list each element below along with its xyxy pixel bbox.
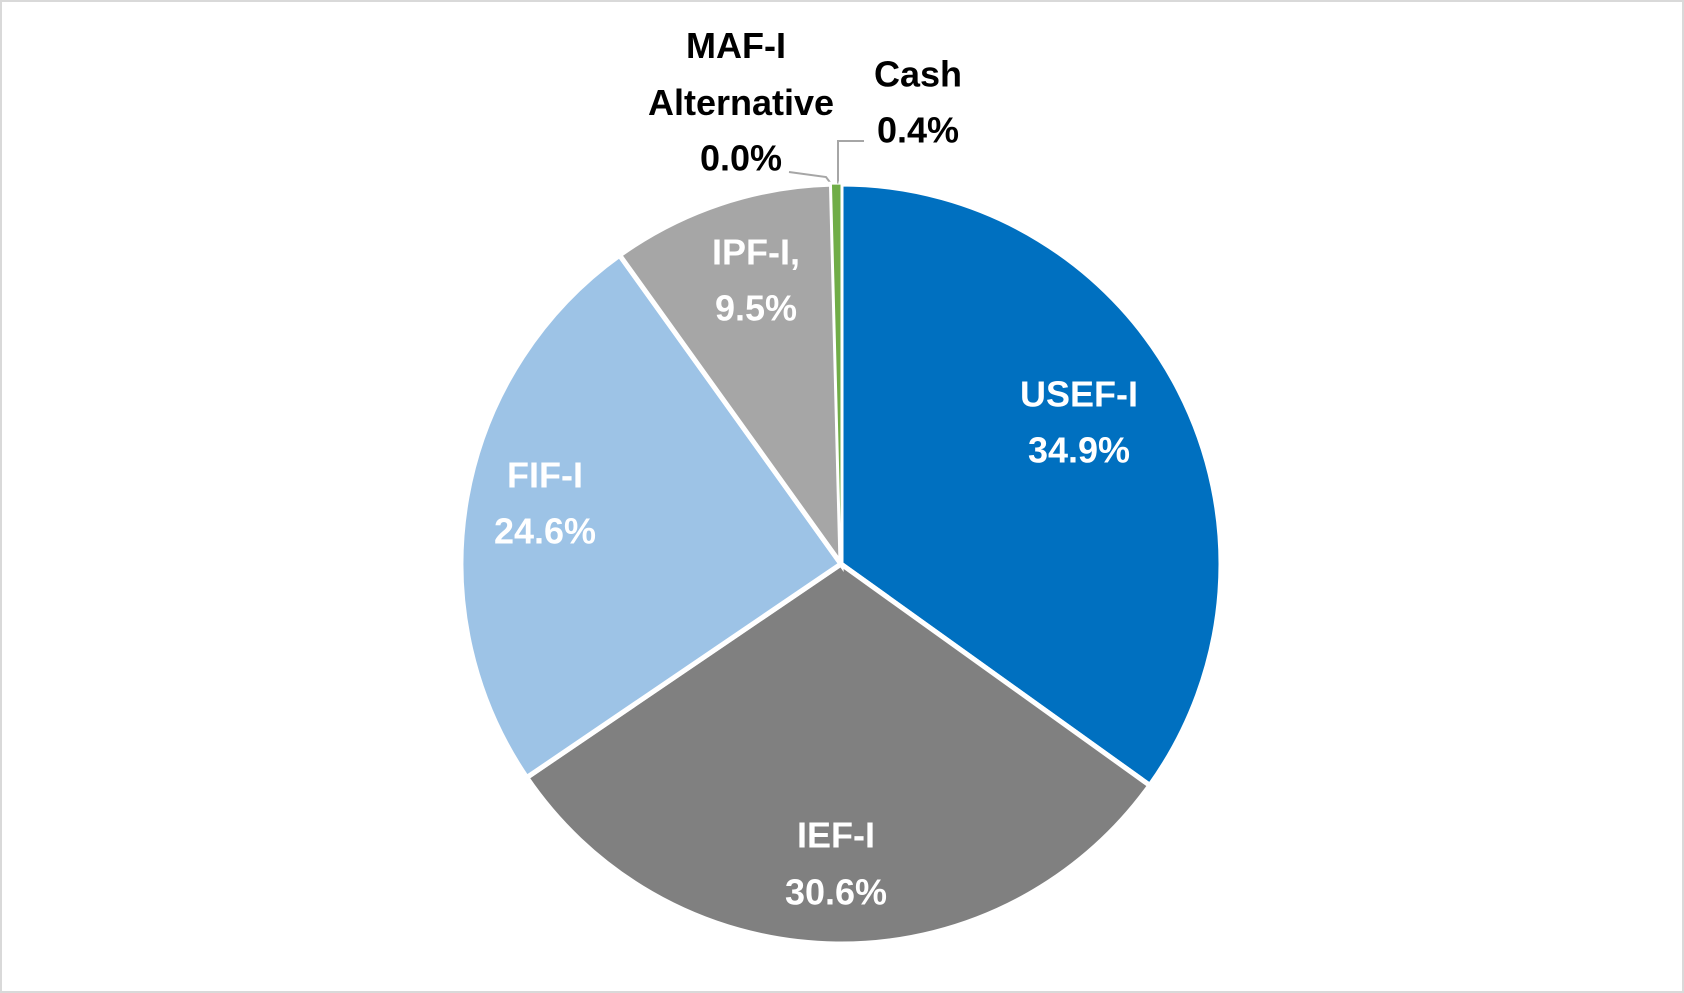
label-line: MAF-I bbox=[686, 25, 796, 66]
category-label: USEF-I bbox=[1020, 374, 1138, 415]
pie-slice bbox=[838, 181, 1224, 789]
pie-slice bbox=[830, 183, 842, 565]
category-label: FIF-I bbox=[507, 455, 583, 496]
pie-slice bbox=[616, 181, 844, 573]
pie-slice bbox=[458, 251, 845, 782]
category-label: IPF-I, bbox=[712, 232, 800, 273]
value-label: 0.0% bbox=[700, 138, 782, 179]
value-label: 30.6% bbox=[785, 872, 887, 913]
category-label: Cash bbox=[874, 54, 962, 95]
category-label: MAF-I Alternative bbox=[648, 25, 834, 123]
label-line: Alternative bbox=[648, 82, 834, 123]
leader-line bbox=[837, 140, 864, 185]
value-label: 9.5% bbox=[715, 288, 797, 329]
pie-slice bbox=[523, 560, 1154, 947]
value-label: 34.9% bbox=[1028, 430, 1130, 471]
value-label: 24.6% bbox=[494, 511, 596, 552]
category-label: IEF-I bbox=[797, 815, 875, 856]
value-label: 0.4% bbox=[877, 110, 959, 151]
